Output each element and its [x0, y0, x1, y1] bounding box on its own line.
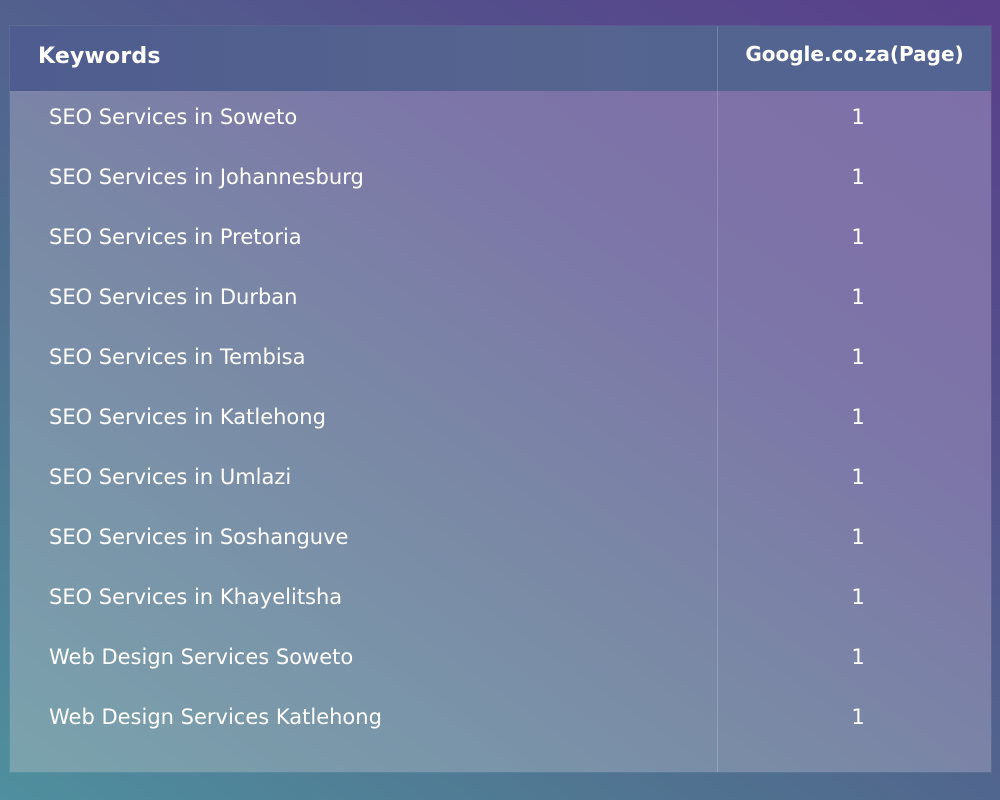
- table-row: SEO Services in Soweto 1: [10, 91, 991, 151]
- table-row: SEO Services in Tembisa 1: [10, 331, 991, 391]
- keyword-cell: Web Design Services Soweto: [49, 645, 354, 669]
- table-row: SEO Services in Katlehong 1: [10, 391, 991, 451]
- keyword-cell: SEO Services in Soweto: [49, 105, 298, 129]
- keyword-cell: SEO Services in Pretoria: [49, 225, 302, 249]
- page-cell: 1: [851, 645, 865, 669]
- page-cell: 1: [851, 705, 865, 729]
- keyword-cell: SEO Services in Soshanguve: [49, 525, 349, 549]
- keyword-cell: SEO Services in Khayelitsha: [49, 585, 343, 609]
- page-cell: 1: [851, 165, 865, 189]
- keyword-cell: SEO Services in Johannesburg: [49, 165, 364, 189]
- rankings-table: Keywords Google.co.za(Page) SEO Services…: [10, 26, 991, 772]
- table-row: SEO Services in Pretoria 1: [10, 211, 991, 271]
- page-cell: 1: [851, 405, 865, 429]
- page-cell: 1: [851, 465, 865, 489]
- keyword-cell: Web Design Services Katlehong: [49, 705, 382, 729]
- page-cell: 1: [851, 345, 865, 369]
- page-column-header: Google.co.za(Page): [745, 42, 964, 66]
- table-header: Keywords Google.co.za(Page): [10, 26, 991, 91]
- keyword-cell: SEO Services in Katlehong: [49, 405, 326, 429]
- page-cell: 1: [851, 525, 865, 549]
- table-row: SEO Services in Umlazi 1: [10, 451, 991, 511]
- table-body: SEO Services in Soweto 1 SEO Services in…: [10, 91, 991, 751]
- keywords-column-header: Keywords: [38, 44, 161, 69]
- keyword-cell: SEO Services in Umlazi: [49, 465, 292, 489]
- keyword-cell: SEO Services in Durban: [49, 285, 298, 309]
- page-cell: 1: [851, 285, 865, 309]
- page-cell: 1: [851, 105, 865, 129]
- page-cell: 1: [851, 585, 865, 609]
- table-row: SEO Services in Durban 1: [10, 271, 991, 331]
- table-row: SEO Services in Khayelitsha 1: [10, 571, 991, 631]
- table-row: SEO Services in Johannesburg 1: [10, 151, 991, 211]
- table-row: SEO Services in Soshanguve 1: [10, 511, 991, 571]
- page-cell: 1: [851, 225, 865, 249]
- column-divider: [717, 26, 718, 772]
- table-row: Web Design Services Katlehong 1: [10, 691, 991, 751]
- keyword-cell: SEO Services in Tembisa: [49, 345, 306, 369]
- table-row: Web Design Services Soweto 1: [10, 631, 991, 691]
